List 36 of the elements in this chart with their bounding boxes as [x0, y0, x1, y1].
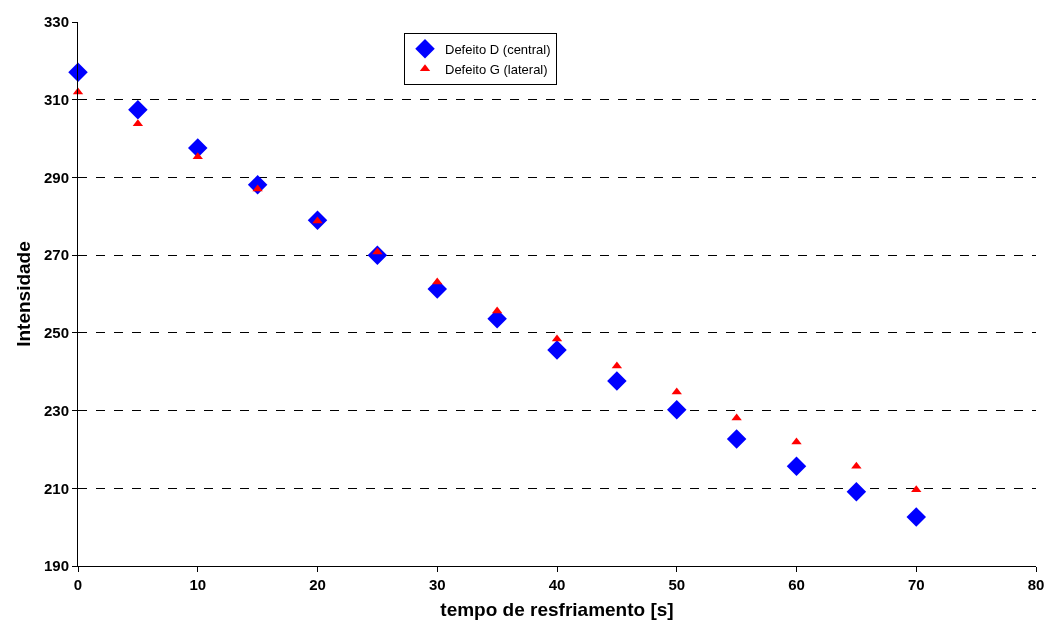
point [731, 413, 742, 421]
point [911, 485, 922, 493]
x-tick-label: 40 [548, 576, 566, 593]
legend-label: Defeito G (lateral) [445, 61, 548, 77]
point [786, 456, 807, 476]
y-tick-label: 250 [43, 324, 69, 342]
y-tick-label: 230 [43, 401, 69, 419]
point [846, 482, 867, 502]
y-tick-label: 190 [43, 557, 69, 575]
point [432, 277, 443, 285]
x-tick-label: 50 [668, 576, 686, 593]
point [547, 340, 567, 360]
y-tick-label: 330 [43, 13, 69, 31]
point [192, 152, 203, 160]
x-tick-label: 80 [1027, 576, 1045, 593]
x-tick-label: 10 [189, 576, 207, 593]
x-tick-label: 70 [907, 576, 925, 593]
point [726, 429, 747, 449]
point [128, 100, 148, 120]
point [671, 387, 682, 395]
y-axis-title: Intensidade [13, 241, 34, 347]
x-tick-label: 30 [428, 576, 446, 593]
point [906, 507, 926, 527]
y-tick-label: 310 [43, 90, 69, 108]
y-tick-label: 270 [43, 246, 69, 264]
x-tick-label: 20 [309, 576, 326, 593]
y-tick-label: 210 [43, 479, 69, 497]
point [188, 138, 208, 158]
legend-label: Defeito D (central) [445, 41, 551, 57]
point [607, 371, 627, 391]
y-tick-label: 290 [43, 168, 69, 186]
point [667, 400, 687, 420]
x-axis-title: tempo de resfriamento [s] [440, 598, 674, 620]
x-tick-label: 60 [788, 576, 805, 593]
x-tick-label: 0 [73, 576, 83, 593]
point [791, 437, 802, 445]
